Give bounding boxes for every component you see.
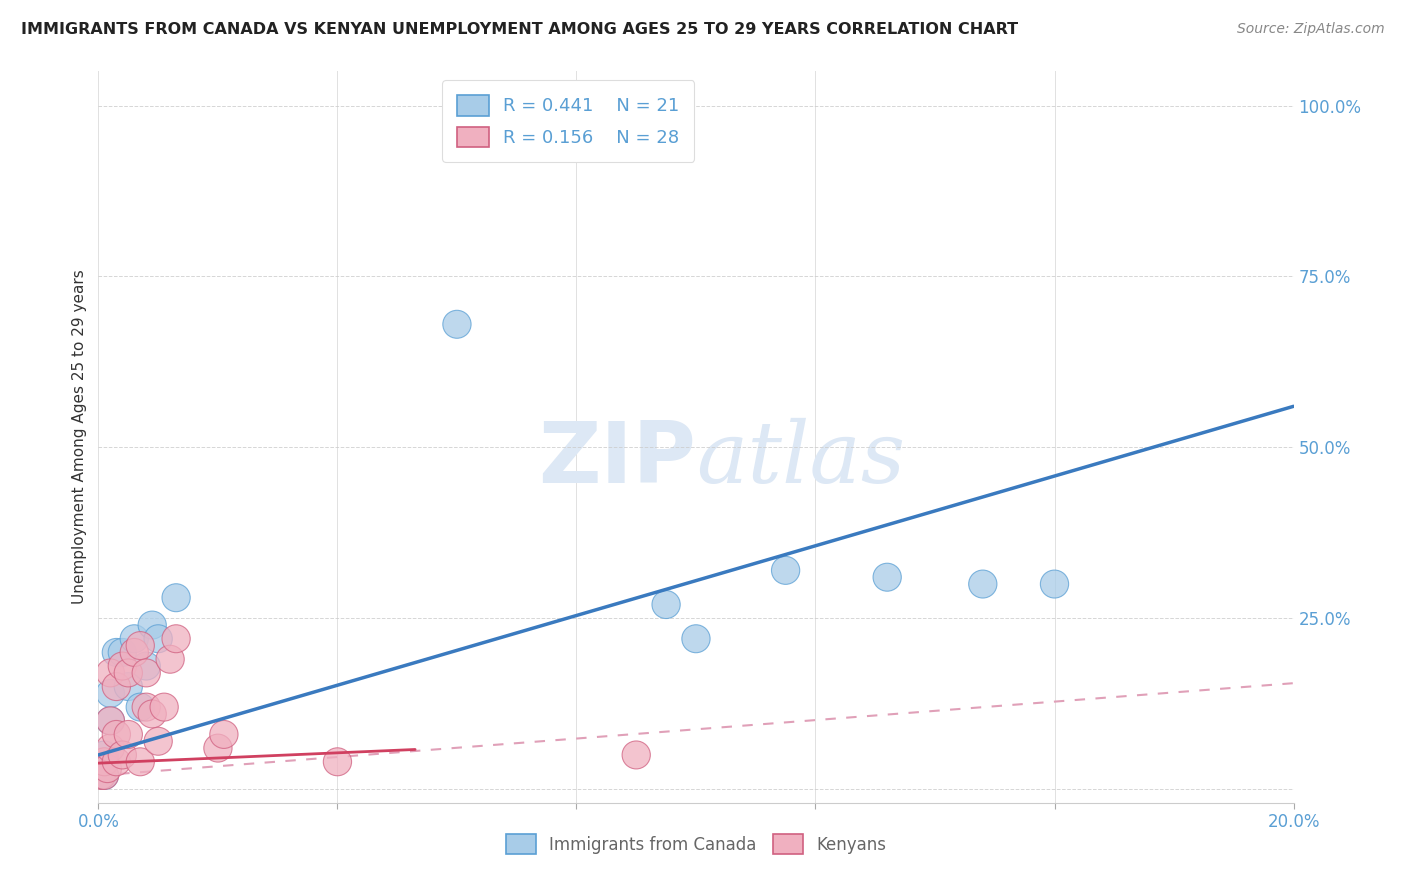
- Ellipse shape: [87, 762, 115, 789]
- Ellipse shape: [127, 693, 155, 721]
- Ellipse shape: [682, 624, 710, 653]
- Ellipse shape: [323, 747, 352, 776]
- Ellipse shape: [120, 624, 149, 653]
- Ellipse shape: [96, 706, 125, 735]
- Ellipse shape: [132, 693, 160, 721]
- Ellipse shape: [127, 632, 155, 659]
- Ellipse shape: [132, 659, 160, 687]
- Ellipse shape: [491, 98, 519, 127]
- Ellipse shape: [96, 680, 125, 707]
- Ellipse shape: [873, 563, 901, 591]
- Ellipse shape: [772, 557, 800, 584]
- Ellipse shape: [90, 762, 118, 789]
- Ellipse shape: [90, 762, 118, 789]
- Ellipse shape: [90, 747, 118, 776]
- Ellipse shape: [621, 741, 651, 769]
- Ellipse shape: [108, 652, 136, 680]
- Ellipse shape: [114, 721, 142, 748]
- Ellipse shape: [143, 727, 173, 756]
- Ellipse shape: [108, 639, 136, 666]
- Ellipse shape: [120, 639, 149, 666]
- Ellipse shape: [138, 700, 166, 728]
- Ellipse shape: [103, 673, 131, 700]
- Ellipse shape: [127, 747, 155, 776]
- Ellipse shape: [204, 734, 232, 762]
- Ellipse shape: [150, 693, 179, 721]
- Ellipse shape: [103, 747, 131, 776]
- Text: ZIP: ZIP: [538, 417, 696, 500]
- Ellipse shape: [969, 570, 997, 598]
- Text: IMMIGRANTS FROM CANADA VS KENYAN UNEMPLOYMENT AMONG AGES 25 TO 29 YEARS CORRELAT: IMMIGRANTS FROM CANADA VS KENYAN UNEMPLO…: [21, 22, 1018, 37]
- Ellipse shape: [114, 673, 142, 700]
- Ellipse shape: [652, 591, 681, 618]
- Ellipse shape: [93, 755, 121, 782]
- Ellipse shape: [90, 741, 118, 769]
- Ellipse shape: [96, 659, 125, 687]
- Ellipse shape: [132, 652, 160, 680]
- Text: Source: ZipAtlas.com: Source: ZipAtlas.com: [1237, 22, 1385, 37]
- Ellipse shape: [103, 639, 131, 666]
- Text: atlas: atlas: [696, 417, 905, 500]
- Ellipse shape: [143, 624, 173, 653]
- Ellipse shape: [162, 624, 190, 653]
- Ellipse shape: [96, 706, 125, 735]
- Legend: Immigrants from Canada, Kenyans: Immigrants from Canada, Kenyans: [499, 828, 893, 860]
- Ellipse shape: [443, 310, 471, 338]
- Ellipse shape: [103, 721, 131, 748]
- Ellipse shape: [209, 721, 238, 748]
- Ellipse shape: [138, 611, 166, 639]
- Ellipse shape: [162, 583, 190, 612]
- Ellipse shape: [114, 659, 142, 687]
- Ellipse shape: [96, 734, 125, 762]
- Ellipse shape: [156, 645, 184, 673]
- Y-axis label: Unemployment Among Ages 25 to 29 years: Unemployment Among Ages 25 to 29 years: [72, 269, 87, 605]
- Ellipse shape: [1040, 570, 1069, 598]
- Ellipse shape: [108, 741, 136, 769]
